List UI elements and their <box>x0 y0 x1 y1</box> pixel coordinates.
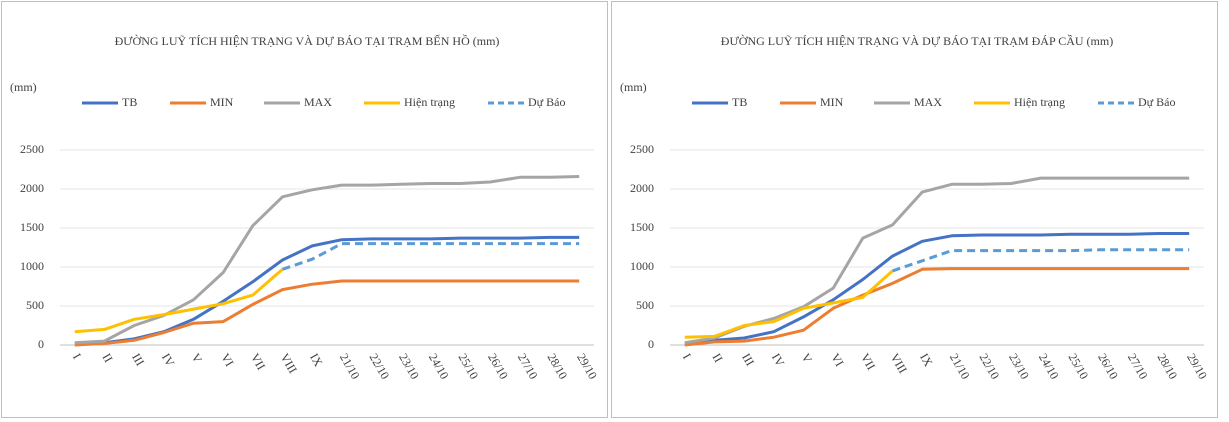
x-tick-label: 21/10 <box>947 351 973 382</box>
series-line <box>684 267 1190 347</box>
series-line <box>684 269 894 339</box>
x-tick-label: 25/10 <box>1066 351 1092 382</box>
legend-label: Dự Báo <box>528 95 566 109</box>
x-tick-label: 26/10 <box>485 351 511 382</box>
x-tick-label: IX <box>307 351 326 369</box>
x-tick-label: 28/10 <box>1155 351 1181 382</box>
x-tick-label: 23/10 <box>396 351 422 382</box>
chart-panel: ĐƯỜNG LUỸ TÍCH HIỆN TRẠNG VÀ DỰ BÁO TẠI … <box>1 1 608 418</box>
legend-label: TB <box>122 95 137 109</box>
x-tick-label: 27/10 <box>515 351 541 382</box>
x-tick-label: 25/10 <box>456 351 482 382</box>
x-tick-label: VIII <box>888 351 910 376</box>
series-line <box>282 242 580 271</box>
legend-label: MIN <box>820 95 844 109</box>
y-axis-label: (mm) <box>620 80 647 94</box>
y-axis-label: (mm) <box>10 80 37 94</box>
legend-label: MAX <box>304 95 332 109</box>
x-tick-label: 29/10 <box>1184 351 1210 382</box>
x-tick-label: I <box>680 351 694 361</box>
chart: ĐƯỜNG LUỸ TÍCH HIỆN TRẠNG VÀ DỰ BÁO TẠI … <box>10 33 600 382</box>
legend-label: Dự Báo <box>1138 95 1176 109</box>
chart-title: ĐƯỜNG LUỸ TÍCH HIỆN TRẠNG VÀ DỰ BÁO TẠI … <box>721 33 1113 48</box>
x-tick-label: 29/10 <box>574 351 600 382</box>
legend-label: MIN <box>210 95 234 109</box>
x-tick-label: IV <box>769 351 788 369</box>
series-line <box>74 175 580 345</box>
x-tick-label: 24/10 <box>1036 351 1062 382</box>
series-line <box>684 176 1190 345</box>
x-tick-label: IX <box>917 351 936 369</box>
y-tick-label: 2500 <box>20 142 44 156</box>
y-tick-label: 0 <box>648 337 654 351</box>
x-tick-label: 26/10 <box>1095 351 1121 382</box>
y-tick-label: 1000 <box>630 259 654 273</box>
x-tick-label: IV <box>159 351 178 369</box>
x-tick-label: V <box>799 351 816 366</box>
series-line <box>74 279 580 347</box>
series-line <box>74 235 580 345</box>
x-tick-label: VII <box>858 351 878 372</box>
y-tick-label: 1500 <box>630 220 654 234</box>
x-tick-label: 28/10 <box>545 351 571 382</box>
legend-label: Hiện trạng <box>1014 95 1065 109</box>
series-line <box>892 248 1190 273</box>
series-line <box>684 232 1190 345</box>
x-tick-label: VII <box>248 351 268 372</box>
y-tick-label: 2000 <box>20 181 44 195</box>
x-tick-label: III <box>739 351 757 368</box>
x-tick-label: II <box>100 351 116 365</box>
y-tick-label: 2000 <box>630 181 654 195</box>
x-tick-label: VIII <box>278 351 300 376</box>
y-tick-label: 0 <box>38 337 44 351</box>
x-tick-label: 22/10 <box>977 351 1003 382</box>
y-tick-label: 1000 <box>20 259 44 273</box>
legend-label: Hiện trạng <box>404 95 455 109</box>
legend-label: TB <box>732 95 747 109</box>
x-tick-label: 27/10 <box>1125 351 1151 382</box>
x-tick-label: 22/10 <box>367 351 393 382</box>
y-tick-label: 500 <box>26 298 44 312</box>
x-tick-label: 24/10 <box>426 351 452 382</box>
y-tick-label: 2500 <box>630 142 654 156</box>
x-tick-label: VI <box>218 351 236 369</box>
y-tick-label: 500 <box>636 298 654 312</box>
chart-panel: ĐƯỜNG LUỸ TÍCH HIỆN TRẠNG VÀ DỰ BÁO TẠI … <box>611 1 1218 418</box>
x-tick-label: V <box>189 351 206 366</box>
chart-title: ĐƯỜNG LUỸ TÍCH HIỆN TRẠNG VÀ DỰ BÁO TẠI … <box>115 33 500 48</box>
series-line <box>74 268 284 334</box>
x-tick-label: II <box>710 351 726 365</box>
x-tick-label: III <box>129 351 147 368</box>
x-tick-label: I <box>70 351 84 361</box>
chart: ĐƯỜNG LUỸ TÍCH HIỆN TRẠNG VÀ DỰ BÁO TẠI … <box>620 33 1210 382</box>
legend-label: MAX <box>914 95 942 109</box>
x-tick-label: VI <box>828 351 846 369</box>
x-tick-label: 21/10 <box>337 351 363 382</box>
y-tick-label: 1500 <box>20 220 44 234</box>
x-tick-label: 23/10 <box>1006 351 1032 382</box>
